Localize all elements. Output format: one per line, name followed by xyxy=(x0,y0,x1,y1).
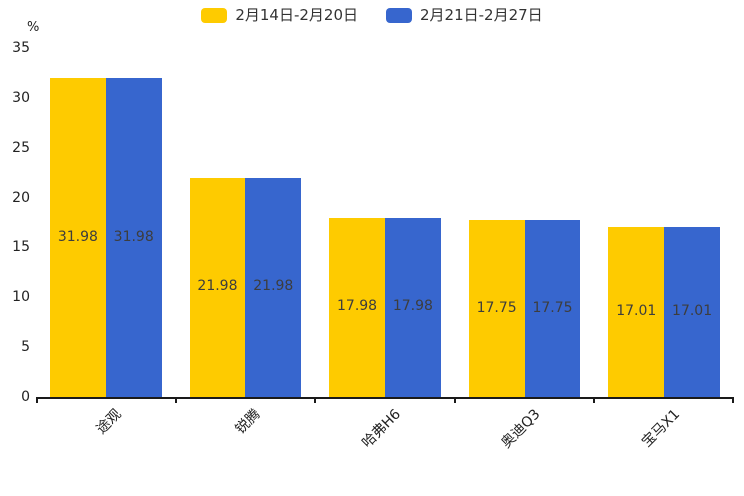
bar-series-1-category-4: 17.01 xyxy=(664,227,721,397)
bar-value-label: 21.98 xyxy=(197,278,238,295)
x-axis-category-label: 哈弗H6 xyxy=(358,406,404,452)
x-axis-category-label: 奥迪Q3 xyxy=(497,406,544,452)
chart-legend: 2月14日-2月20日 2月21日-2月27日 xyxy=(0,8,744,23)
x-axis-tick-mark xyxy=(593,397,596,403)
bar-value-label: 21.98 xyxy=(253,278,294,295)
y-axis-tick-label: 10 xyxy=(12,289,30,306)
x-axis-tick-mark xyxy=(314,397,317,403)
bar-value-label: 17.98 xyxy=(337,298,378,315)
y-axis-tick-label: 20 xyxy=(12,189,30,206)
x-axis-tick-mark xyxy=(732,397,734,403)
legend-label: 2月14日-2月20日 xyxy=(235,6,358,24)
bar-value-label: 17.98 xyxy=(392,298,433,315)
bar-value-label: 17.75 xyxy=(476,299,517,316)
y-axis-tick-labels: 0 5 10 15 20 25 30 35 xyxy=(0,41,30,404)
y-axis-unit-label: % xyxy=(27,20,40,35)
legend-label: 2月21日-2月27日 xyxy=(420,6,543,24)
y-axis-tick-label: 5 xyxy=(21,339,30,356)
bar-series-0-category-4: 17.01 xyxy=(608,227,665,397)
legend-swatch-icon xyxy=(201,8,228,23)
bar-series-0-category-0: 31.98 xyxy=(49,78,106,397)
bar-series-0-category-3: 17.75 xyxy=(468,220,525,397)
bar-value-label: 31.98 xyxy=(57,228,98,245)
bar-value-label: 17.01 xyxy=(616,303,657,320)
x-axis-category-label: 锐腾 xyxy=(232,406,264,438)
legend-swatch-icon xyxy=(386,8,412,23)
bar-value-label: 17.01 xyxy=(672,303,713,320)
bar-series-1-category-3: 17.75 xyxy=(524,220,581,397)
bar-value-label: 17.75 xyxy=(532,299,573,316)
y-axis-tick-label: 25 xyxy=(12,139,30,156)
x-axis-category-label: 途观 xyxy=(93,406,125,438)
x-axis-tick-mark xyxy=(174,397,177,403)
bar-series-0-category-1: 21.98 xyxy=(189,177,246,397)
bar-series-1-category-1: 21.98 xyxy=(245,177,302,397)
bar-series-0-category-2: 17.98 xyxy=(329,217,385,397)
bar-group-3: 17.75 17.75 xyxy=(455,48,595,397)
bar-group-2: 17.98 17.98 xyxy=(315,48,455,397)
y-axis-tick-label: 30 xyxy=(12,89,30,106)
y-axis-tick-label: 35 xyxy=(12,40,30,56)
bar-group-0: 31.98 31.98 xyxy=(36,48,176,397)
x-axis-tick-mark xyxy=(453,397,456,403)
x-axis-tick-mark xyxy=(36,397,38,403)
bar-group-4: 17.01 17.01 xyxy=(594,48,734,397)
bar-series-1-category-2: 17.98 xyxy=(384,217,441,397)
y-axis-tick-label: 0 xyxy=(21,389,30,405)
bar-group-1: 21.98 21.98 xyxy=(176,48,316,397)
plot-area: 途观 31.98 31.98 锐腾 21.98 21.98 哈弗H6 17.98 17.98 奥迪… xyxy=(36,48,734,452)
bar-value-label: 31.98 xyxy=(113,228,154,245)
x-axis-category-label: 宝马X1 xyxy=(638,406,683,451)
legend-item-series-1[interactable]: 2月21日-2月27日 xyxy=(386,8,543,23)
bar-series-1-category-0: 31.98 xyxy=(105,78,162,397)
y-axis-tick-label: 15 xyxy=(12,239,30,256)
legend-item-series-0[interactable]: 2月14日-2月20日 xyxy=(201,8,358,23)
